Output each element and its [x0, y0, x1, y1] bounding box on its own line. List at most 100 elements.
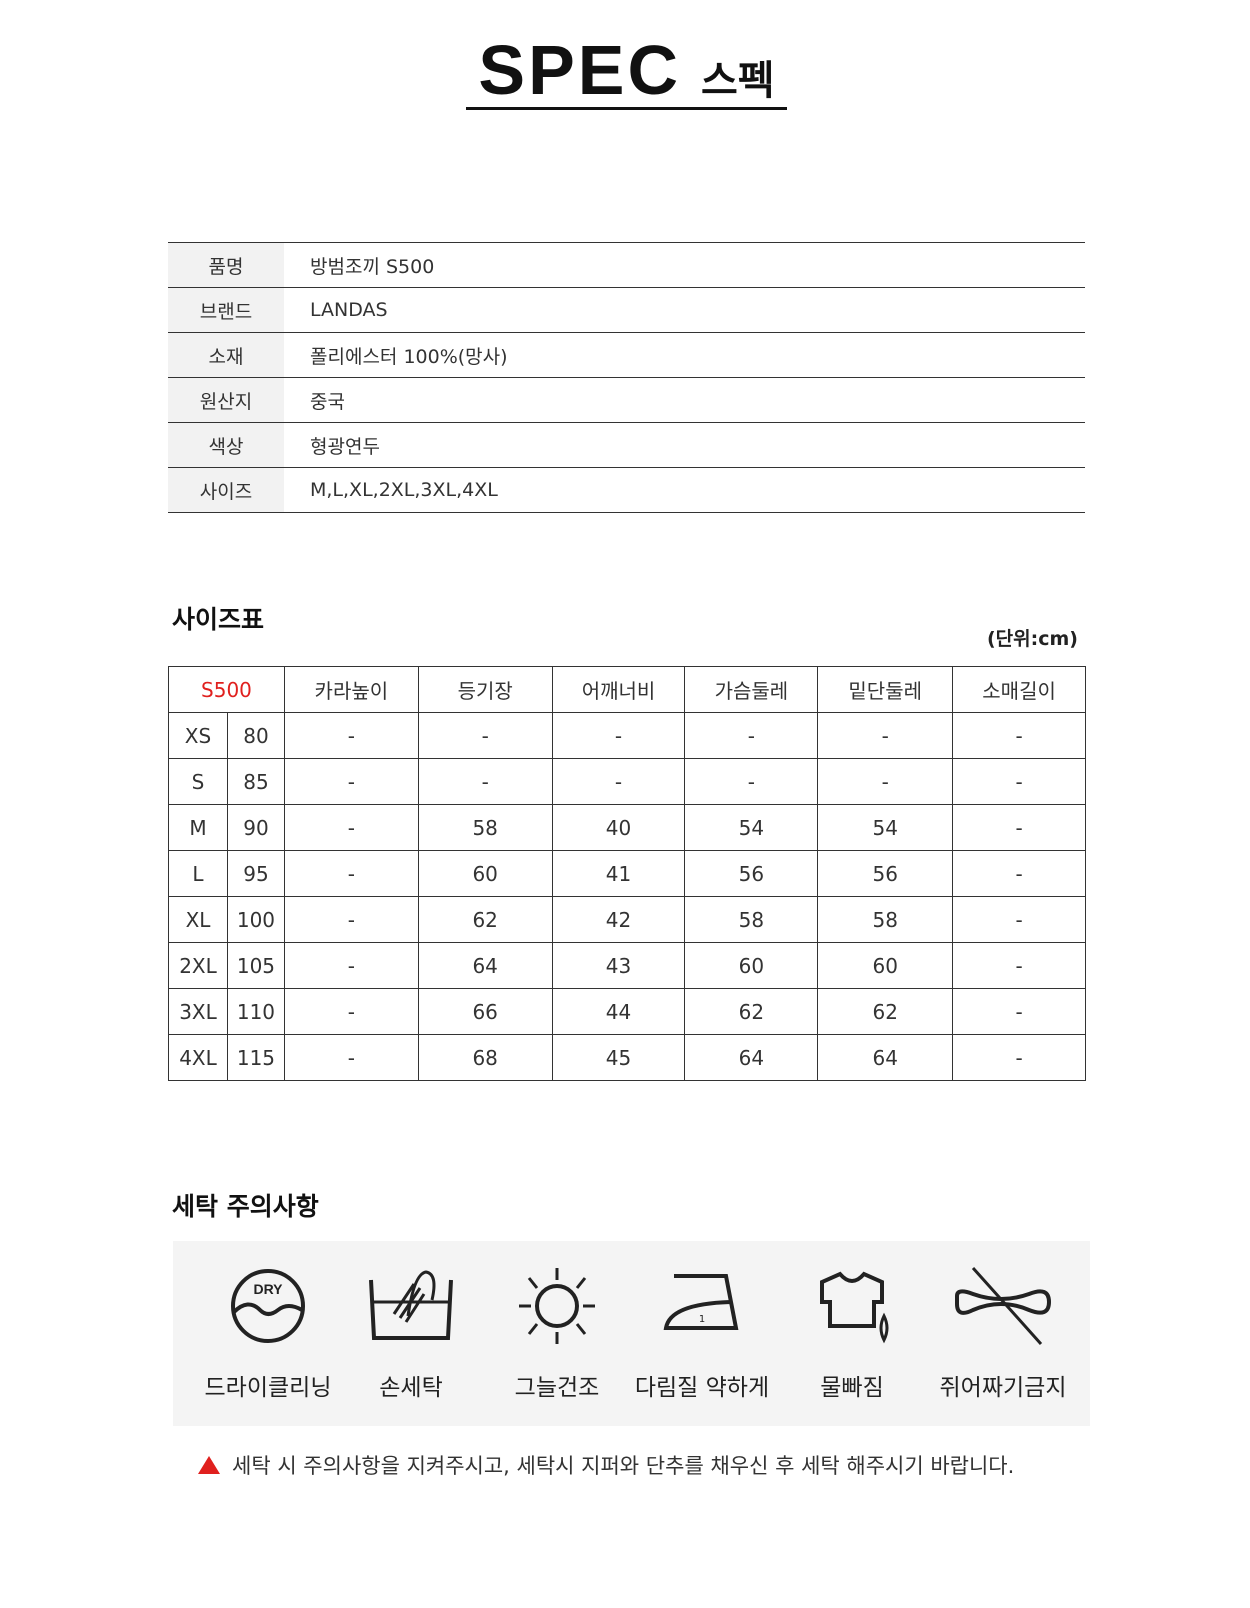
value-cell: - — [684, 758, 819, 805]
size-cell: 3XL — [168, 988, 228, 1035]
spec-row: 품명 방범조끼 S500 — [168, 242, 1085, 288]
size-num-cell: 100 — [226, 896, 285, 943]
column-header: 어깨너비 — [551, 666, 686, 713]
value-cell: 56 — [817, 850, 954, 897]
size-num-cell: 90 — [226, 804, 285, 851]
spec-label: 색상 — [168, 422, 284, 468]
value-cell: - — [283, 758, 419, 805]
value-cell: 62 — [817, 988, 954, 1035]
value-cell: 43 — [551, 942, 686, 989]
value-cell: 62 — [417, 896, 553, 943]
table-row: XS 80- - - - - - — [168, 712, 1086, 759]
value-cell: 40 — [551, 804, 686, 851]
page-title: SPEC 스펙 — [466, 30, 787, 110]
size-num-cell: 95 — [226, 850, 285, 897]
size-num-cell: 85 — [226, 758, 285, 805]
title-en: SPEC — [478, 31, 681, 109]
spec-row: 브랜드 LANDAS — [168, 287, 1085, 333]
value-cell: - — [283, 896, 419, 943]
value-cell: - — [417, 758, 553, 805]
table-row: M 90-58 40 54 54- — [168, 804, 1086, 851]
notice-text: 세탁 시 주의사항을 지켜주시고, 세탁시 지퍼와 단추를 채우신 후 세탁 해… — [232, 1454, 1015, 1478]
value-cell: - — [952, 988, 1086, 1035]
spec-row: 사이즈 M,L,XL,2XL,3XL,4XL — [168, 467, 1085, 513]
spec-table: 품명 방범조끼 S500 브랜드 LANDAS 소재 폴리에스터 100%(망사) 원산지 중… — [168, 242, 1085, 513]
care-item-shade-dry: 그늘건조 — [477, 1266, 637, 1402]
value-cell: - — [551, 758, 686, 805]
value-cell: 45 — [551, 1034, 686, 1081]
shade-dry-icon — [519, 1268, 595, 1344]
value-cell: - — [283, 1034, 419, 1081]
value-cell: - — [952, 712, 1086, 759]
care-label: 쥐어짜기금지 — [939, 1375, 1067, 1401]
spec-label: 원산지 — [168, 377, 284, 423]
spec-value: 중국 — [284, 377, 1085, 423]
table-row: 3XL 110-66 44 62 62- — [168, 988, 1086, 1035]
care-label: 그늘건조 — [514, 1375, 600, 1401]
svg-text:1: 1 — [699, 1314, 705, 1325]
care-label: 손세탁 — [379, 1375, 443, 1401]
size-num-cell: 80 — [226, 712, 285, 759]
warning-triangle-icon — [198, 1456, 220, 1474]
value-cell: 62 — [684, 988, 819, 1035]
column-header: 소매길이 — [952, 666, 1086, 713]
spec-row: 소재 폴리에스터 100%(망사) — [168, 332, 1085, 378]
spec-value: 폴리에스터 100%(망사) — [284, 332, 1085, 378]
value-cell: 54 — [684, 804, 819, 851]
value-cell: - — [952, 758, 1086, 805]
care-label: 다림질 약하게 — [634, 1375, 770, 1401]
value-cell: - — [551, 712, 686, 759]
value-cell: - — [817, 712, 954, 759]
value-cell: 44 — [551, 988, 686, 1035]
size-cell: L — [168, 850, 228, 897]
value-cell: - — [952, 1034, 1086, 1081]
care-item-color-bleed: 물빠짐 — [772, 1266, 932, 1402]
value-cell: - — [417, 712, 553, 759]
value-cell: - — [952, 896, 1086, 943]
spec-value: M,L,XL,2XL,3XL,4XL — [284, 467, 1085, 513]
size-cell: 2XL — [168, 942, 228, 989]
value-cell: - — [283, 804, 419, 851]
spec-label: 소재 — [168, 332, 284, 378]
value-cell: 68 — [417, 1034, 553, 1081]
spec-value: 형광연두 — [284, 422, 1085, 468]
care-item-iron: 1 다림질 약하게 — [622, 1266, 782, 1402]
table-row: 2XL 105-64 43 60 60- — [168, 942, 1086, 989]
value-cell: - — [283, 850, 419, 897]
table-row: 4XL 115-68 45 64 64- — [168, 1034, 1086, 1081]
value-cell: 64 — [817, 1034, 954, 1081]
svg-text:DRY: DRY — [253, 1281, 283, 1297]
care-item-dry-clean: DRY 드라이클리닝 — [188, 1266, 348, 1402]
value-cell: - — [684, 712, 819, 759]
value-cell: 60 — [417, 850, 553, 897]
spec-row: 색상 형광연두 — [168, 422, 1085, 468]
size-num-cell: 105 — [226, 942, 285, 989]
care-notice: 세탁 시 주의사항을 지켜주시고, 세탁시 지퍼와 단추를 채우신 후 세탁 해… — [198, 1450, 1014, 1480]
care-title: 세탁 주의사항 — [172, 1192, 319, 1221]
size-chart-title: 사이즈표 — [172, 605, 265, 634]
dry-clean-icon: DRY — [231, 1269, 305, 1343]
size-num-cell: 115 — [226, 1034, 285, 1081]
care-item-no-wring: 쥐어짜기금지 — [923, 1266, 1083, 1402]
color-bleed-icon — [820, 1271, 889, 1344]
size-header-row: S500 카라높이 등기장 어깨너비 가슴둘레 밑단둘레 소매길이 — [168, 666, 1086, 713]
care-panel: DRY 드라이클리닝 손세탁 그늘건조 1 다림질 약하게 물빠짐 쥐어짜기금지 — [173, 1241, 1090, 1426]
value-cell: - — [283, 988, 419, 1035]
size-cell: M — [168, 804, 228, 851]
spec-label: 사이즈 — [168, 467, 284, 513]
size-cell: XL — [168, 896, 228, 943]
column-header: 가슴둘레 — [684, 666, 819, 713]
value-cell: - — [952, 942, 1086, 989]
value-cell: 54 — [817, 804, 954, 851]
value-cell: - — [952, 850, 1086, 897]
spec-value: LANDAS — [284, 287, 1085, 333]
value-cell: - — [952, 804, 1086, 851]
spec-label: 브랜드 — [168, 287, 284, 333]
size-cell: 4XL — [168, 1034, 228, 1081]
care-label: 물빠짐 — [820, 1375, 884, 1401]
value-cell: 60 — [817, 942, 954, 989]
value-cell: 64 — [684, 1034, 819, 1081]
care-label: 드라이클리닝 — [204, 1375, 332, 1401]
no-wring-icon — [955, 1266, 1052, 1346]
